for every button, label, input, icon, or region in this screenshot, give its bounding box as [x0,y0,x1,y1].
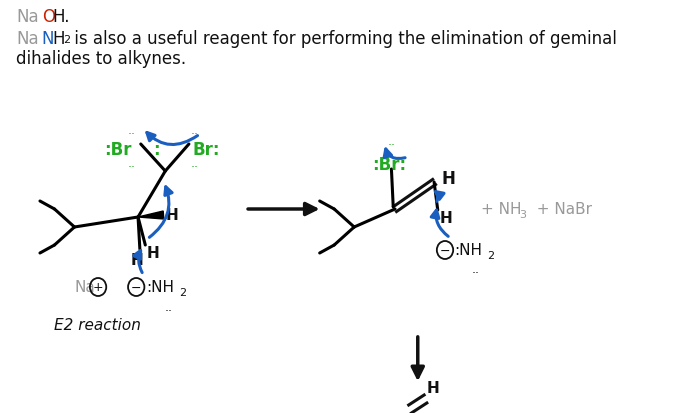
Text: :NH: :NH [454,243,482,258]
Polygon shape [138,211,164,219]
Text: + NH: + NH [482,202,522,217]
Text: ..: .. [190,157,198,170]
Text: 3: 3 [519,209,526,219]
Text: H: H [442,170,455,188]
Text: ..: .. [190,124,198,137]
Text: :NH: :NH [146,280,174,295]
Text: H: H [147,245,160,260]
Text: ..: .. [127,124,136,137]
Text: N: N [42,30,55,48]
Text: −: − [440,244,450,257]
Text: H: H [52,30,65,48]
Text: H: H [427,380,440,395]
Text: ..: .. [472,262,480,275]
Text: O: O [42,8,55,26]
Text: H: H [131,252,144,267]
Text: Na: Na [16,30,39,48]
Text: dihalides to alkynes.: dihalides to alkynes. [16,50,186,68]
Text: ..: .. [387,135,395,147]
Text: H: H [165,208,178,223]
Text: is also a useful reagent for performing the elimination of geminal: is also a useful reagent for performing … [69,30,617,48]
Text: Na: Na [16,8,39,26]
Text: 2: 2 [486,250,494,260]
Text: H.: H. [52,8,70,26]
Text: :Br: :Br [104,141,132,159]
Text: ..: .. [127,157,136,170]
Text: +: + [93,281,104,294]
Text: Na: Na [74,280,95,295]
Text: H: H [440,211,452,225]
Text: −: − [131,281,141,294]
Text: Br:: Br: [193,141,220,159]
Text: ..: .. [165,300,173,313]
Text: :Br:: :Br: [372,156,407,173]
Text: 2: 2 [179,287,186,297]
Text: + NaBr: + NaBr [526,202,592,217]
Text: :: : [153,141,160,159]
Text: 2: 2 [64,35,71,45]
Text: E2 reaction: E2 reaction [55,317,141,332]
